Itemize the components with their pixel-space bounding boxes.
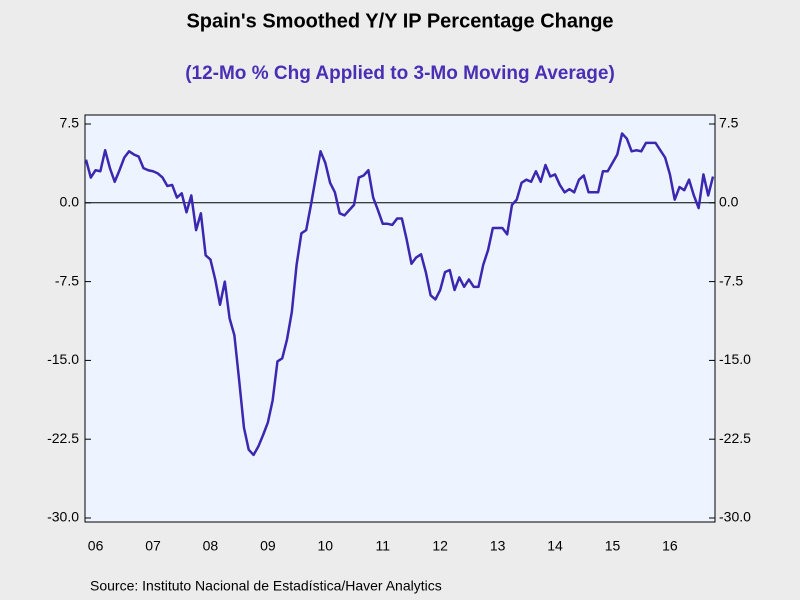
x-tick-label: 16 [662,538,678,554]
y-tick-label: -7.5 [55,272,79,288]
plot-area [84,114,716,523]
y-tick-label: 0.0 [60,194,80,210]
y-tick-label: -30.0 [47,509,79,525]
x-tick-label: 11 [375,538,390,554]
x-tick-label: 10 [318,538,334,554]
y2-tick-label: 7.5 [719,115,739,131]
data-line [84,132,715,457]
y2-tick-label: 0.0 [719,194,739,210]
x-tick-label: 06 [88,538,104,554]
y-tick-label: 7.5 [60,115,80,131]
x-tick-label: 15 [605,538,621,554]
y2-tick-label: -7.5 [719,272,743,288]
y2-tick-label: -30.0 [719,509,751,525]
chart-title: Spain's Smoothed Y/Y IP Percentage Chang… [186,10,613,32]
y-tick-label: -22.5 [47,430,79,446]
x-tick-label: 08 [203,538,219,554]
x-tick-label: 12 [432,538,448,554]
x-tick-label: 07 [145,538,161,554]
x-tick-label: 13 [490,538,506,554]
y2-tick-label: -22.5 [719,430,751,446]
x-tick-label: 09 [260,538,276,554]
source: Source: Instituto Nacional de Estadístic… [90,578,442,594]
y-tick-label: -15.0 [47,351,79,367]
x-tick-label: 14 [547,538,563,554]
y2-tick-label: -15.0 [719,351,751,367]
chart-subtitle: (12-Mo % Chg Applied to 3-Mo Moving Aver… [185,63,615,84]
